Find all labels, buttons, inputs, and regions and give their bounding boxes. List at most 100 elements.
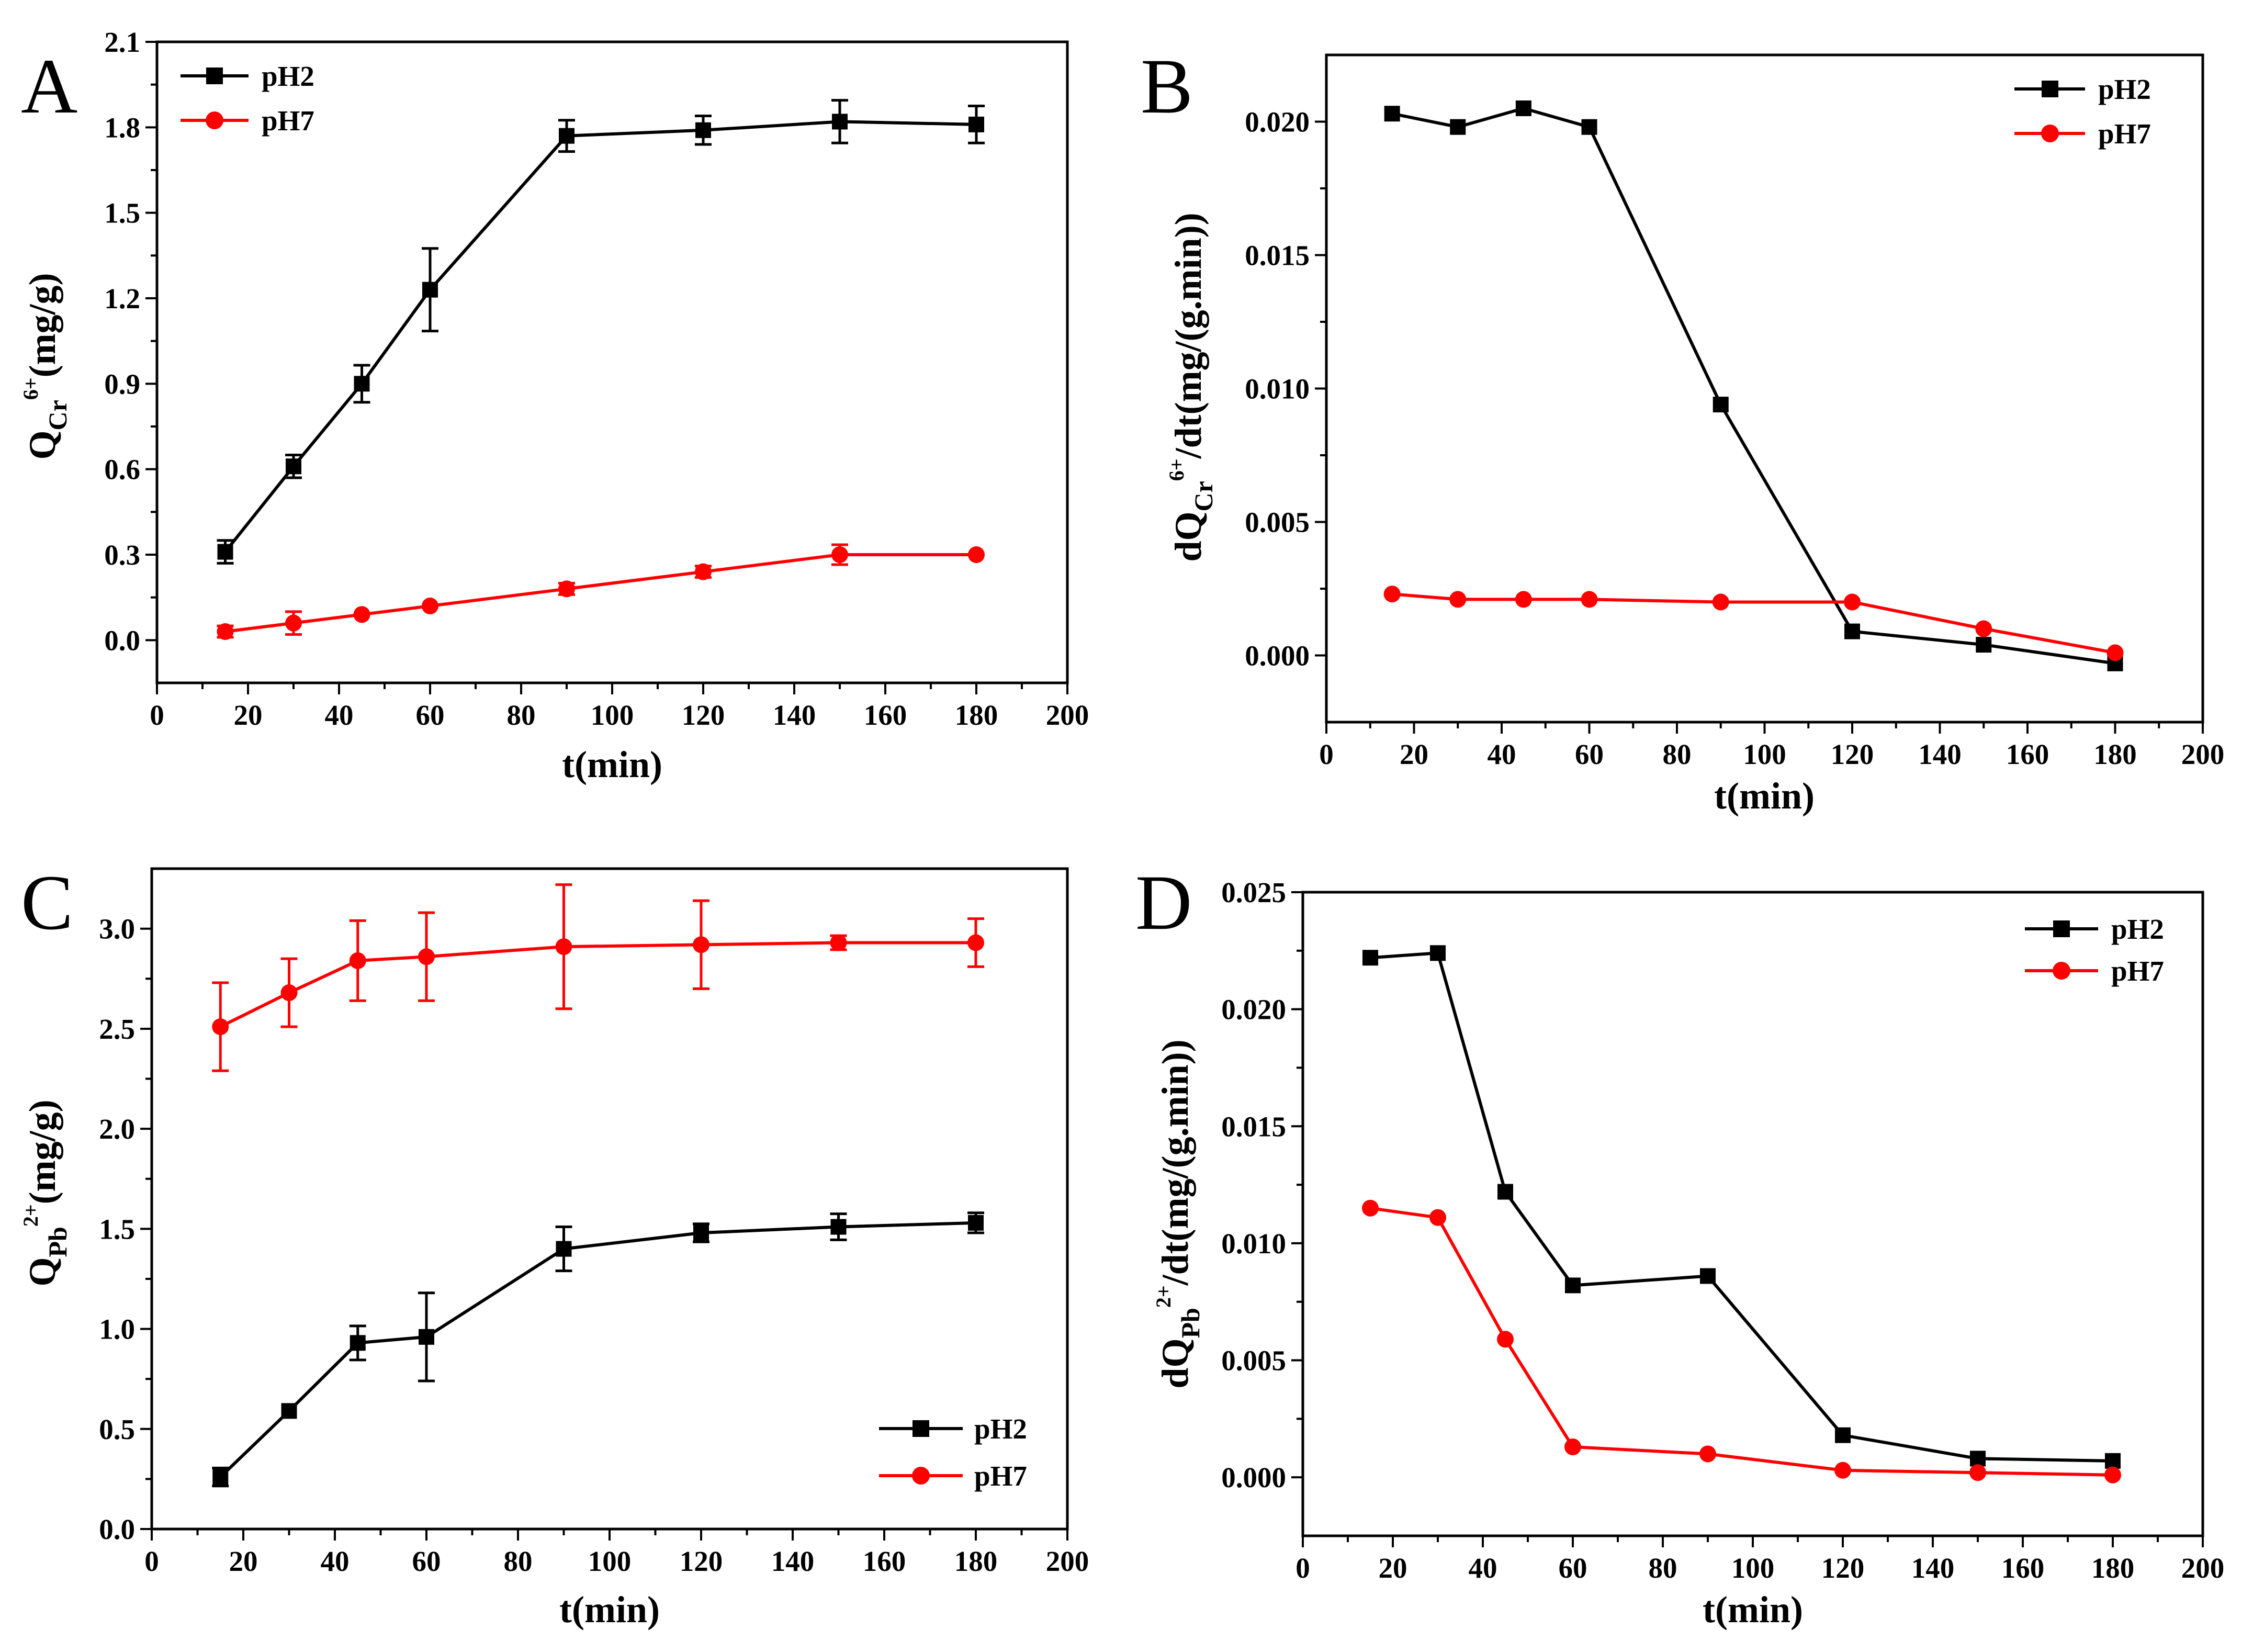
panel-b-y-label: dQCr6+/dt(mg/(g.min)) <box>1165 212 1218 561</box>
panel-d-data-point-ph2 <box>1362 950 1378 966</box>
panel-d-data-point-ph7 <box>1497 1331 1514 1348</box>
panel-a-y-tick-label: 1.2 <box>104 283 140 314</box>
panel-d-x-tick-label: 0 <box>1296 1552 1310 1584</box>
panel-c-x-tick-label: 40 <box>321 1545 350 1577</box>
panel-c-legend: pH2 pH7 <box>879 1413 1027 1492</box>
panel-b-data-point-ph7 <box>1383 586 1401 603</box>
panel-c-data-point-ph7 <box>349 952 366 969</box>
panel-c-y-tick-label: 3.0 <box>99 913 135 945</box>
panel-c-data-point-ph7 <box>212 1018 229 1036</box>
panel-c-x-label: t(min) <box>559 1589 660 1631</box>
panel-c-series-line-ph2 <box>219 1221 976 1478</box>
panel-b-data-point-ph2 <box>1384 106 1400 122</box>
panel-c-y-label-sup: 2+ <box>19 1204 42 1227</box>
panel-a-x-tick-label: 140 <box>773 699 816 731</box>
panel-a-legend-label-ph2: pH2 <box>262 60 314 92</box>
panel-a-data-point-ph2 <box>422 282 438 298</box>
panel-d-x-tick-label: 20 <box>1379 1552 1407 1584</box>
panel-d-data-point-ph7 <box>1699 1445 1716 1463</box>
panel-d-y-label-prefix: dQ <box>1154 1339 1196 1389</box>
panel-c: C 0 20 40 60 80 100 120 140 160 180 200 0.0 0.5 1.0 1… <box>19 859 1089 1631</box>
panel-a-y-label-main: Q <box>21 431 63 460</box>
panel-b-x-tick-label: 120 <box>1831 738 1874 770</box>
panel-c-data-point-ph7 <box>555 938 572 956</box>
panel-c-data-point-ph7 <box>830 934 847 951</box>
panel-b-frame <box>1325 53 2204 724</box>
panel-d-data-point-ph7 <box>1834 1462 1851 1479</box>
panel-b-data-point-ph2 <box>1976 637 1992 653</box>
panel-b-y-label-sub: Cr <box>1189 481 1218 511</box>
panel-a-legend-label-ph7: pH7 <box>262 105 314 137</box>
panel-a-data-point-ph7 <box>558 580 575 598</box>
panel-b-legend-marker-ph7 <box>2041 125 2059 142</box>
panel-c-x-tick-label: 60 <box>412 1545 441 1577</box>
panel-a-data-point-ph7 <box>422 598 438 614</box>
panel-a-y-tick-label: 0.3 <box>104 539 140 571</box>
panel-c-data-point-ph7 <box>967 934 984 951</box>
panel-a-x-tick-label: 20 <box>234 699 263 731</box>
panel-d-x-tick-label: 200 <box>2181 1552 2225 1584</box>
panel-d-x-tick-label: 80 <box>1649 1552 1677 1584</box>
panel-d: D 0 20 40 60 80 100 120 140 160 180 200 0.000 0.005… <box>1135 859 2224 1631</box>
panel-a-data-point-ph7 <box>285 614 302 632</box>
panel-d-y-tick-label: 0.000 <box>1221 1462 1286 1493</box>
panel-b-data-point-ph7 <box>1581 591 1598 608</box>
panel-b-y-tick-label: 0.005 <box>1245 507 1310 538</box>
panel-d-x-tick-label: 100 <box>1731 1552 1775 1584</box>
panel-d-data-point-ph7 <box>2104 1466 2121 1484</box>
panel-d-x-tick-label: 160 <box>2001 1552 2045 1584</box>
panel-a-y-tick-label: 2.1 <box>104 26 140 58</box>
panel-c-data-point-ph7 <box>280 984 298 1002</box>
panel-b-x-tick-label: 160 <box>2006 738 2049 770</box>
panel-b-x-tick-label: 60 <box>1575 738 1604 770</box>
panel-d-legend-marker-ph2 <box>2053 920 2070 937</box>
panel-b: B 0 20 40 60 80 100 120 140 160 180 200 0.000 0.005… <box>1141 43 2224 817</box>
panel-c-data-point-ph2 <box>350 1335 366 1351</box>
panel-d-data-point-ph2 <box>1835 1427 1851 1443</box>
panel-a-data-point-ph2 <box>695 122 711 138</box>
panel-c-data-point-ph7 <box>418 948 435 965</box>
panel-c-y-label-sub: Pb <box>43 1227 72 1257</box>
panel-b-legend-marker-ph2 <box>2042 81 2058 97</box>
panel-c-legend-marker-ph2 <box>913 1420 929 1437</box>
panel-a-x-tick-label: 200 <box>1046 699 1089 731</box>
panel-a-y-tick-label: 0.0 <box>104 624 140 656</box>
panel-b-y-label-unit: /dt(mg/(g.min)) <box>1167 212 1209 459</box>
panel-a-x-tick-label: 100 <box>591 699 634 731</box>
panel-a-y-label-sup: 6+ <box>19 377 42 400</box>
panel-a-x-tick-label: 160 <box>864 699 907 731</box>
panel-a-y-label: QCr6+(mg/g) <box>19 273 72 459</box>
panel-b-data-point-ph7 <box>1515 591 1532 608</box>
panel-b-x-tick-label: 40 <box>1488 738 1516 770</box>
panel-a-frame <box>155 40 1069 684</box>
panel-c-data-point-ph2 <box>830 1219 847 1235</box>
panel-a-y-tick-label: 0.6 <box>104 454 140 486</box>
panel-a-x-tick-label: 60 <box>416 699 445 731</box>
panel-c-y-tick-label: 2.5 <box>99 1013 135 1045</box>
panel-d-data-point-ph7 <box>1564 1439 1581 1456</box>
panel-b-x-axis: 0 20 40 60 80 100 120 140 160 180 200 <box>1319 722 2224 770</box>
panel-c-x-tick-label: 100 <box>588 1545 632 1577</box>
panel-c-y-tick-label: 0.5 <box>99 1413 135 1445</box>
panel-b-data-point-ph2 <box>1515 100 1531 116</box>
panel-c-series-line-ph7 <box>219 941 976 1028</box>
panel-b-y-label-prefix: dQ <box>1167 512 1209 562</box>
panel-a-y-label-unit: (mg/g) <box>21 273 63 377</box>
panel-d-y-label-sub: Pb <box>1176 1308 1205 1338</box>
panel-a-data-point-ph2 <box>832 114 848 130</box>
panel-d-legend-label-ph7: pH7 <box>2111 955 2164 987</box>
panel-b-letter: B <box>1141 43 1193 130</box>
panel-c-data-point-ph7 <box>693 936 709 953</box>
panel-d-x-tick-label: 60 <box>1559 1552 1587 1584</box>
panel-a-y-label-sub: Cr <box>43 400 72 430</box>
panel-c-legend-marker-ph7 <box>912 1467 930 1485</box>
panel-b-x-label: t(min) <box>1714 775 1815 817</box>
panel-b-legend-label-ph7: pH7 <box>2098 118 2151 150</box>
panel-d-y-axis: 0.000 0.005 0.010 0.015 0.020 0.025 <box>1221 876 1303 1493</box>
panel-d-data-point-ph2 <box>1565 1277 1581 1294</box>
panel-b-x-tick-label: 80 <box>1663 738 1692 770</box>
panel-c-x-tick-label: 180 <box>954 1545 998 1577</box>
panel-b-x-tick-label: 140 <box>1918 738 1962 770</box>
panel-a-data-point-ph2 <box>217 544 233 560</box>
